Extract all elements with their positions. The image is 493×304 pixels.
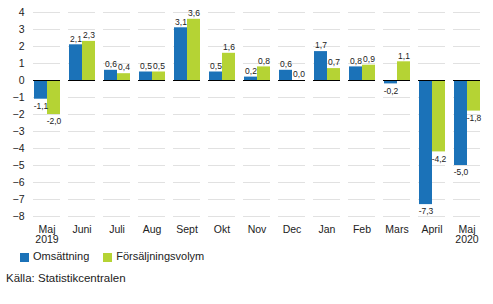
svg-text:0,7: 0,7 — [328, 57, 340, 67]
svg-text:0,9: 0,9 — [363, 54, 375, 64]
svg-text:−7: −7 — [13, 193, 25, 205]
svg-text:1,7: 1,7 — [315, 40, 327, 50]
svg-text:-7,3: -7,3 — [419, 206, 434, 216]
svg-text:−8: −8 — [13, 210, 25, 222]
html-text:Källa: Statistikcentralen: Källa: Statistikcentralen — [6, 272, 126, 284]
svg-text:-4,2: -4,2 — [432, 154, 447, 164]
svg-text:Okt: Okt — [214, 223, 230, 235]
svg-text:-0,2: -0,2 — [384, 86, 399, 96]
svg-text:0,2: 0,2 — [245, 66, 257, 76]
svg-text:0,5: 0,5 — [210, 61, 222, 71]
svg-text:3,1: 3,1 — [175, 17, 187, 27]
svg-text:0,6: 0,6 — [105, 59, 117, 69]
svg-text:Juli: Juli — [109, 223, 125, 235]
svg-text:Sept: Sept — [176, 223, 198, 235]
svg-text:Juni: Juni — [72, 223, 91, 235]
svg-text:Jan: Jan — [319, 223, 336, 235]
svg-text:-2,0: -2,0 — [47, 116, 62, 126]
svg-text:0,8: 0,8 — [350, 56, 362, 66]
svg-text:0: 0 — [19, 74, 25, 86]
svg-text:−1: −1 — [13, 91, 25, 103]
svg-text:3: 3 — [19, 23, 25, 35]
svg-text:1: 1 — [19, 57, 25, 69]
svg-text:3,6: 3,6 — [188, 8, 200, 18]
svg-text:0,6: 0,6 — [280, 59, 292, 69]
svg-text:Feb: Feb — [353, 223, 371, 235]
svg-text:Maj2020: Maj2020 — [455, 223, 479, 246]
svg-text:−2: −2 — [13, 108, 25, 120]
svg-text:Nov: Nov — [248, 223, 267, 235]
svg-text:−3: −3 — [13, 125, 25, 137]
svg-text:April: April — [421, 223, 442, 235]
svg-text:1,6: 1,6 — [223, 42, 235, 52]
svg-text:2,1: 2,1 — [70, 34, 82, 44]
html-text:Omsättning: Omsättning — [33, 250, 90, 262]
svg-text:0,5: 0,5 — [153, 61, 165, 71]
html-text:Försäljningsvolym: Försäljningsvolym — [116, 250, 205, 262]
svg-text:Dec: Dec — [283, 223, 302, 235]
svg-text:0,5: 0,5 — [140, 61, 152, 71]
svg-text:Mars: Mars — [385, 223, 408, 235]
svg-text:Aug: Aug — [143, 223, 162, 235]
svg-text:2,3: 2,3 — [83, 30, 95, 40]
svg-text:-1,1: -1,1 — [34, 101, 49, 111]
svg-text:2: 2 — [19, 40, 25, 52]
svg-text:-1,8: -1,8 — [467, 113, 482, 123]
svg-text:−6: −6 — [13, 176, 25, 188]
svg-text:−4: −4 — [13, 142, 25, 154]
svg-text:4: 4 — [19, 6, 25, 18]
svg-text:0,0: 0,0 — [293, 69, 305, 79]
svg-text:1,1: 1,1 — [398, 51, 410, 61]
svg-text:-5,0: -5,0 — [454, 167, 469, 177]
svg-text:0,4: 0,4 — [118, 62, 130, 72]
svg-text:−5: −5 — [13, 159, 25, 171]
svg-text:0,8: 0,8 — [258, 56, 270, 66]
svg-text:Maj2019: Maj2019 — [35, 223, 59, 246]
